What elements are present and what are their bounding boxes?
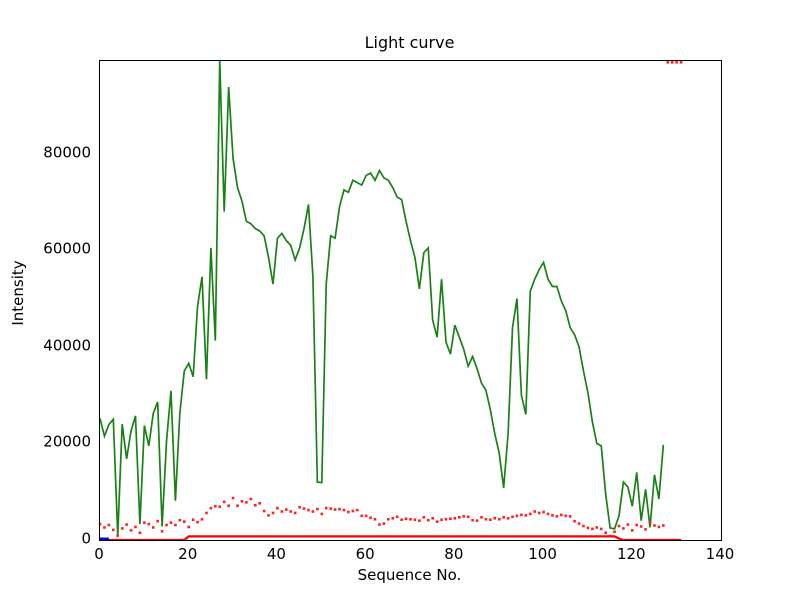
- y-tick-label: 80000: [43, 143, 91, 162]
- x-axis-label: Sequence No.: [357, 566, 462, 584]
- chart-title: Light curve: [364, 33, 455, 52]
- x-tick-label: 60: [355, 545, 375, 563]
- y-tick-label: 0: [81, 529, 91, 548]
- x-tick-label: 80: [444, 545, 464, 563]
- x-tick-label: 20: [178, 545, 198, 563]
- series-background: [100, 61, 683, 538]
- y-tick-label: 60000: [43, 239, 91, 258]
- plot-svg: [100, 61, 683, 540]
- plot-area: [99, 60, 722, 541]
- y-tick-label: 20000: [43, 432, 91, 451]
- series-threshold: [100, 535, 682, 540]
- x-tick-label: 140: [705, 545, 735, 563]
- x-tick-label: 120: [616, 545, 646, 563]
- y-tick-label: 40000: [43, 336, 91, 355]
- y-axis-tick-labels: 0 20000 40000 60000 80000: [0, 0, 91, 600]
- x-tick-label: 40: [266, 545, 286, 563]
- series-intensity: [100, 61, 665, 536]
- x-tick-label: 0: [94, 545, 104, 563]
- x-tick-label: 100: [528, 545, 557, 563]
